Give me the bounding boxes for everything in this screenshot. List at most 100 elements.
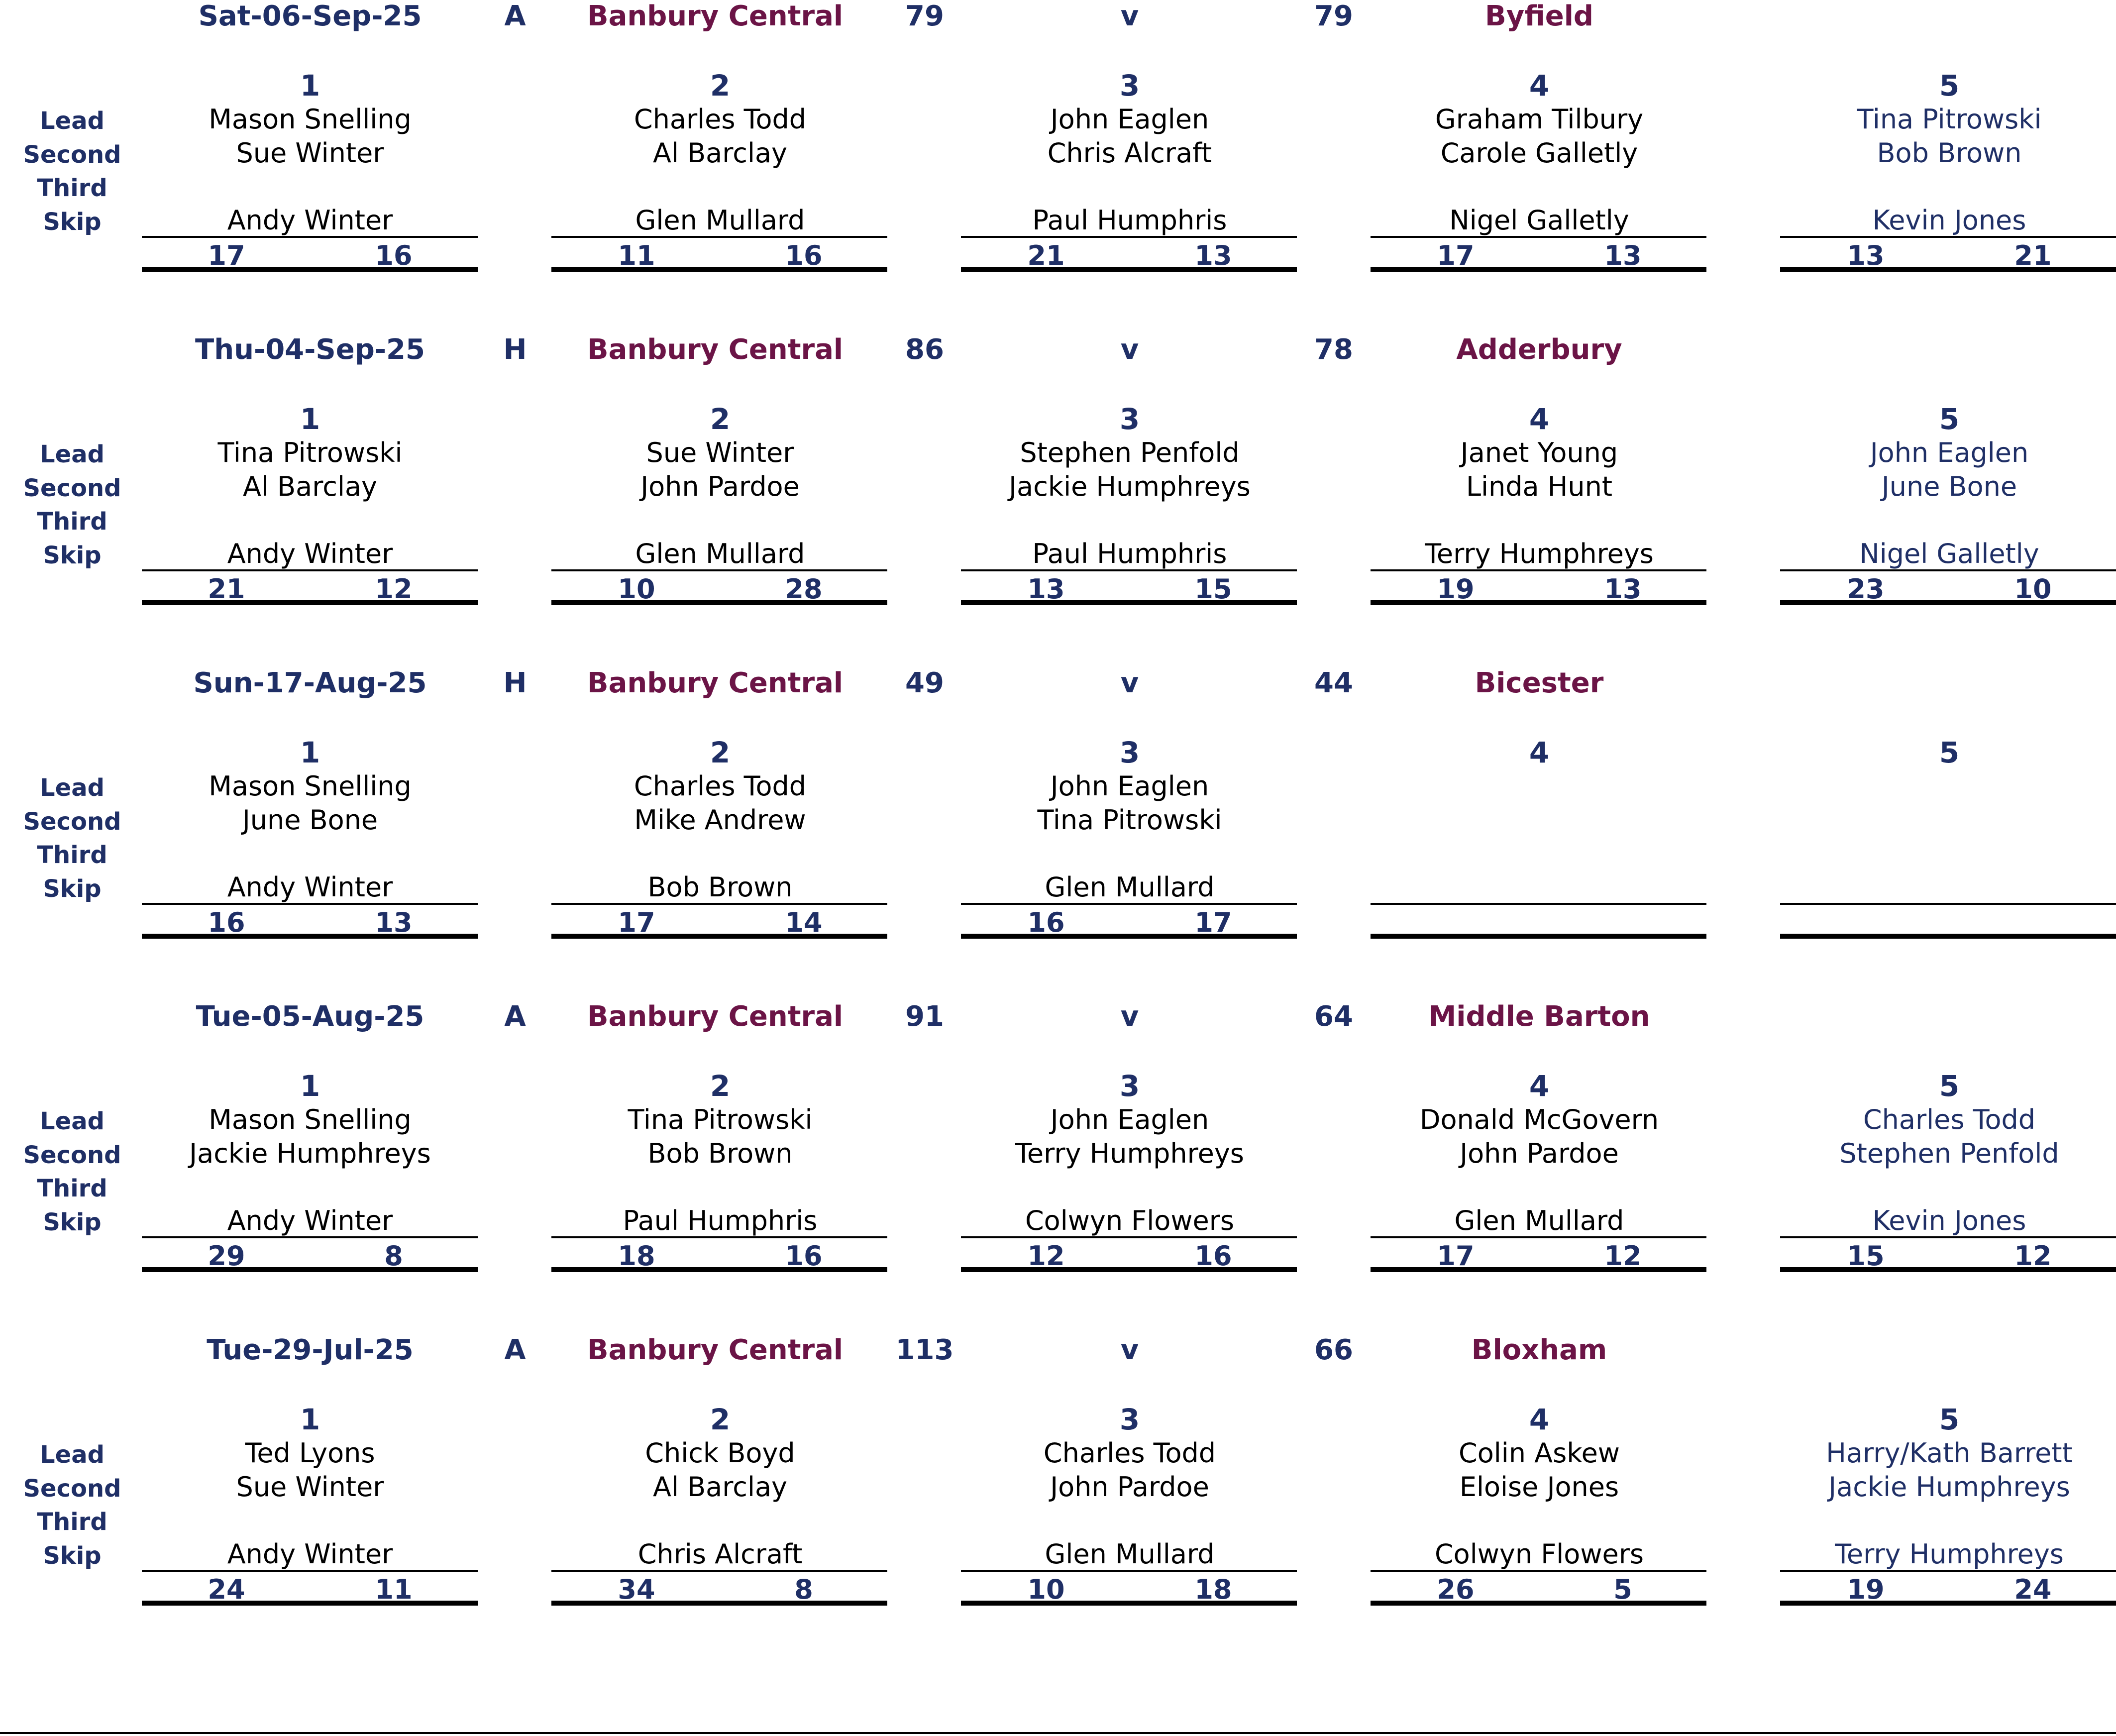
rink-score-rule	[1780, 1570, 2116, 1572]
rink-score-against: 13	[1604, 573, 1642, 605]
versus-label: v	[1120, 333, 1139, 366]
rink-score-rule	[142, 569, 478, 571]
position-label: Lead	[40, 1107, 105, 1135]
player-second: Mike Andrew	[634, 804, 806, 836]
rink-total-rule	[1371, 1267, 1706, 1272]
position-label: Third	[37, 508, 107, 536]
rink-score-for: 19	[1847, 1574, 1885, 1605]
rink-score-against: 28	[785, 573, 823, 605]
player-skip: Kevin Jones	[1872, 1205, 2026, 1236]
rink-total-rule	[1780, 267, 2116, 272]
rink-number: 4	[1529, 69, 1550, 103]
position-label: Skip	[43, 208, 102, 236]
player-lead: Donald McGovern	[1419, 1104, 1659, 1135]
player-lead: Mason Snelling	[209, 1104, 412, 1135]
rink-score-rule	[1780, 903, 2116, 905]
position-label: Lead	[40, 107, 105, 135]
home-total-score: 91	[905, 1000, 944, 1033]
player-skip: Paul Humphris	[623, 1205, 818, 1236]
player-skip: Andy Winter	[227, 1538, 393, 1570]
rink-score-for: 17	[1437, 240, 1475, 271]
player-lead: Tina Pitrowski	[628, 1104, 813, 1135]
player-second: Stephen Penfold	[1839, 1138, 2059, 1169]
match-block: Thu-04-Sep-25 H Banbury Central 86 v 78 Adderb…	[0, 333, 2116, 667]
player-second: Terry Humphreys	[1015, 1138, 1244, 1169]
rink-score-against: 13	[375, 907, 413, 938]
player-second: Jackie Humphreys	[1828, 1471, 2070, 1503]
rink-score-rule	[961, 569, 1297, 571]
rink-score-rule	[142, 1570, 478, 1572]
player-lead: Tina Pitrowski	[1857, 104, 2042, 135]
rink-total-rule	[551, 1267, 887, 1272]
player-second: Chris Alcraft	[1047, 137, 1212, 169]
rink-total-rule	[142, 934, 478, 939]
match-block: Tue-05-Aug-25 A Banbury Central 91 v 64 Middle…	[0, 1000, 2116, 1334]
home-team-name: Banbury Central	[587, 1000, 844, 1033]
rink-total-rule	[961, 1601, 1297, 1606]
rink-number: 3	[1119, 736, 1140, 769]
position-label: Second	[23, 1141, 121, 1169]
rink-number: 5	[1939, 69, 1960, 103]
rink-total-rule	[1780, 1267, 2116, 1272]
rink-score-against: 16	[1194, 1240, 1232, 1272]
rink-score-rule	[1780, 236, 2116, 238]
rink-score-rule	[1371, 236, 1706, 238]
rink-score-for: 15	[1847, 1240, 1885, 1272]
player-lead: Mason Snelling	[209, 770, 412, 802]
away-total-score: 66	[1314, 1334, 1353, 1366]
position-label: Third	[37, 1175, 107, 1202]
rink-number: 2	[710, 736, 731, 769]
player-second: Tina Pitrowski	[1037, 804, 1222, 836]
rink-score-for: 17	[618, 907, 655, 938]
rink-number: 1	[300, 736, 320, 769]
away-total-score: 44	[1314, 667, 1353, 699]
rink-score-rule	[1371, 1236, 1706, 1238]
player-second: June Bone	[242, 804, 378, 836]
rink-score-against: 16	[785, 240, 823, 271]
rink-total-rule	[142, 267, 478, 272]
rink-score-for: 13	[1847, 240, 1885, 271]
rink-total-rule	[551, 934, 887, 939]
match-date: Thu-04-Sep-25	[195, 333, 425, 366]
player-second: Al Barclay	[653, 137, 787, 169]
rink-score-for: 34	[618, 1574, 655, 1605]
venue-indicator: A	[504, 1334, 526, 1366]
rink-total-rule	[142, 600, 478, 605]
player-skip: Glen Mullard	[1045, 871, 1215, 903]
rink-score-for: 10	[1027, 1574, 1065, 1605]
player-lead: Graham Tilbury	[1435, 104, 1644, 135]
venue-indicator: A	[504, 1000, 526, 1033]
rink-number: 5	[1939, 736, 1960, 769]
rink-score-rule	[961, 903, 1297, 905]
player-second: Bob Brown	[647, 1138, 793, 1169]
rink-score-rule	[1780, 569, 2116, 571]
player-lead: Sue Winter	[646, 437, 794, 468]
rink-score-for: 19	[1437, 573, 1475, 605]
rink-score-rule	[961, 1236, 1297, 1238]
rink-score-rule	[551, 236, 887, 238]
rink-number: 3	[1119, 69, 1140, 103]
away-team-name: Byfield	[1485, 0, 1593, 32]
player-skip: Glen Mullard	[635, 538, 805, 569]
rink-score-against: 12	[2014, 1240, 2052, 1272]
rink-score-against: 8	[384, 1240, 403, 1272]
rink-total-rule	[1371, 934, 1706, 939]
player-skip: Paul Humphris	[1032, 205, 1227, 236]
rink-score-for: 16	[1027, 907, 1065, 938]
rink-score-for: 24	[208, 1574, 245, 1605]
player-lead: Ted Lyons	[245, 1437, 375, 1469]
rink-score-against: 12	[1604, 1240, 1642, 1272]
versus-label: v	[1120, 0, 1139, 32]
player-lead: Charles Todd	[1863, 1104, 2036, 1135]
rink-score-rule	[1780, 1236, 2116, 1238]
player-lead: Mason Snelling	[209, 104, 412, 135]
versus-label: v	[1120, 1334, 1139, 1366]
rink-number: 4	[1529, 402, 1550, 436]
player-skip: Terry Humphreys	[1835, 1538, 2064, 1570]
rink-number: 5	[1939, 402, 1960, 436]
rink-total-rule	[1780, 1601, 2116, 1606]
player-lead: John Eaglen	[1050, 770, 1209, 802]
position-label: Third	[37, 841, 107, 869]
rink-number: 3	[1119, 402, 1140, 436]
rink-score-rule	[551, 569, 887, 571]
